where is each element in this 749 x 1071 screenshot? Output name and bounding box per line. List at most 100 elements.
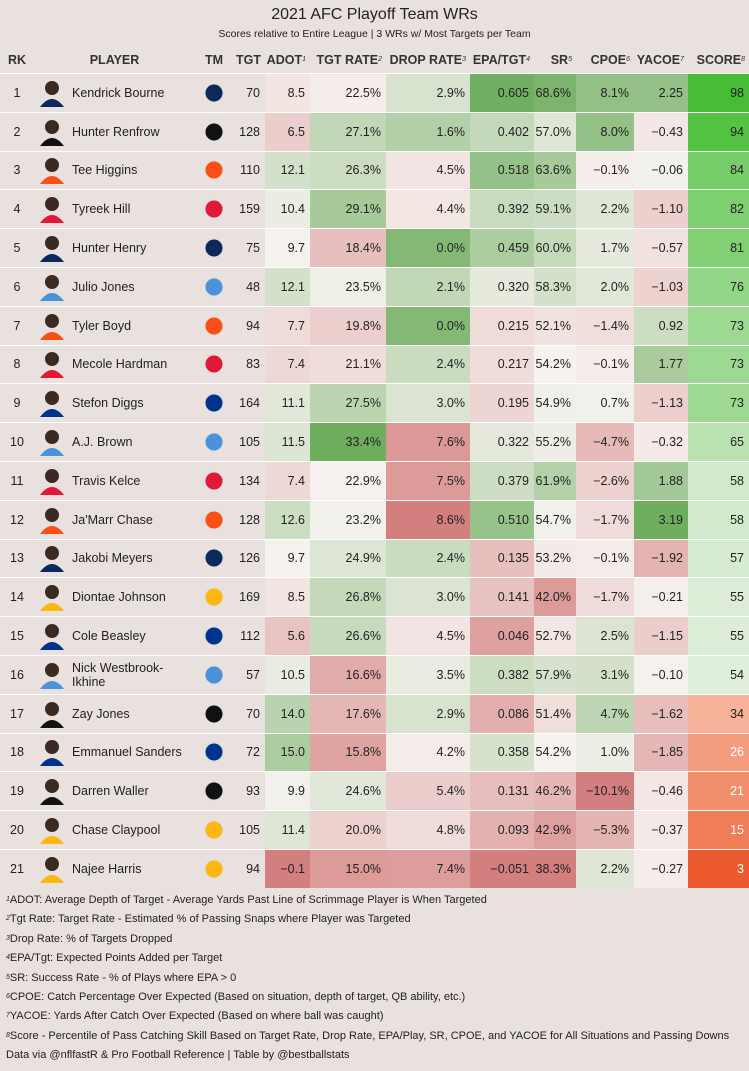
score-cell: 76: [688, 268, 749, 306]
column-header: PLAYER: [34, 48, 195, 72]
team-logo: [204, 354, 224, 374]
table-row: 4 Tyreek Hill 159 10.4 29.1% 4.4% 0.392 59.1% 2.…: [0, 189, 749, 229]
stat-cell: 54.7%: [534, 500, 576, 539]
footnote-text: ADOT: Average Depth of Target - Average …: [9, 894, 487, 906]
stat-cell: 53.2%: [534, 539, 576, 578]
team-cell: [195, 656, 233, 694]
stat-cell: 18.4%: [310, 229, 386, 267]
column-header: CPOE 6: [576, 48, 634, 72]
footnote-mark: 5: [568, 55, 572, 63]
team-cell: [195, 423, 233, 461]
stat-cell: 2.2%: [576, 850, 634, 888]
headshot-cell: [34, 462, 70, 500]
player-cell: Chase Claypool: [72, 823, 161, 838]
stat-cell: 15.0: [265, 733, 310, 772]
stat-cell: 0.131: [470, 772, 534, 811]
team-cell: [195, 346, 233, 384]
stat-cell: 24.6%: [310, 772, 386, 811]
column-label: TGT: [236, 53, 261, 67]
stat-cell: 7.6%: [386, 423, 470, 461]
column-label: TM: [204, 53, 224, 67]
headshot: [40, 662, 64, 689]
player-cell: Tee Higgins: [72, 163, 138, 178]
column-header: SR 5: [534, 48, 576, 72]
team-logo: [204, 665, 224, 685]
team-cell: [195, 734, 233, 772]
stat-cell: 17.6%: [310, 694, 386, 733]
rank-cell: 19: [10, 784, 24, 799]
footnote-mark: 4: [526, 55, 530, 63]
stat-cell: −1.62: [634, 694, 688, 733]
headshot: [40, 158, 64, 185]
headshot: [40, 701, 64, 728]
stat-cell: 2.4%: [386, 345, 470, 384]
headshot: [40, 391, 64, 418]
stat-cell: 2.9%: [386, 74, 470, 112]
table-row: 20 Chase Claypool 105 11.4 20.0% 4.8% 0.093 42.…: [0, 810, 749, 849]
player-cell: Travis Kelce: [72, 473, 141, 488]
stat-cell: −0.051: [470, 850, 534, 888]
headshot-cell: [34, 268, 70, 306]
player-cell: Hunter Henry: [72, 241, 147, 256]
player-cell: Mecole Hardman: [72, 357, 168, 372]
stat-cell: 4.5%: [386, 151, 470, 190]
team-logo: [204, 122, 224, 142]
rank-cell: 13: [10, 551, 24, 566]
stat-cell: 4.4%: [386, 190, 470, 229]
stat-cell: 94: [246, 318, 260, 333]
stat-cell: 4.2%: [386, 733, 470, 772]
stat-cell: 52.7%: [534, 617, 576, 655]
stat-cell: 0.046: [470, 617, 534, 655]
stat-cell: 4.5%: [386, 617, 470, 655]
stat-cell: 126: [239, 551, 260, 566]
stat-cell: −5.3%: [576, 811, 634, 849]
stat-cell: −0.43: [634, 112, 688, 151]
stat-cell: 8.1%: [576, 74, 634, 112]
player-cell: Tyler Boyd: [72, 318, 132, 333]
footnote-text: SR: Success Rate - % of Plays where EPA …: [9, 971, 237, 984]
player-cell: Nick Westbrook-Ikhine: [72, 660, 164, 689]
stat-cell: 0.0%: [386, 229, 470, 267]
stat-cell: 57: [246, 667, 260, 682]
footnote-mark: 6: [6, 993, 10, 1001]
table-row: 7 Tyler Boyd 94 7.7 19.8% 0.0% 0.215 52.1% −1.4%…: [0, 305, 749, 345]
table-row: 11 Travis Kelce 134 7.4 22.9% 7.5% 0.379 61.9% −…: [0, 461, 749, 500]
stat-cell: 128: [239, 124, 260, 139]
stat-cell: −1.7%: [576, 578, 634, 617]
stat-cell: 0.379: [470, 462, 534, 500]
credit: Data via @nflfastR & Pro Football Refere…: [6, 1049, 350, 1062]
stat-cell: 68.6%: [534, 74, 576, 112]
footnote-text: CPOE: Catch Percentage Over Expected (Ba…: [9, 991, 466, 1004]
stat-cell: −1.85: [634, 733, 688, 772]
rank-cell: 1: [13, 85, 21, 100]
footnote-mark: 4: [6, 954, 10, 962]
headshot-cell: [34, 734, 70, 772]
footnote-mark: 1: [302, 55, 306, 63]
player-cell: Najee Harris: [72, 861, 142, 876]
stat-cell: 57.9%: [534, 656, 576, 694]
team-cell: [195, 850, 233, 888]
headshot: [40, 740, 64, 767]
stat-cell: 110: [240, 163, 260, 178]
column-label: EPA/TGT: [472, 53, 527, 67]
rank-cell: 17: [10, 706, 24, 721]
headshot-cell: [34, 346, 70, 384]
stat-cell: 59.1%: [534, 190, 576, 229]
footnote-text: YACOE: Yards After Catch Over Expected (…: [9, 1010, 384, 1023]
team-logo: [204, 510, 224, 530]
team-logo: [204, 820, 224, 840]
stat-cell: 0.093: [470, 811, 534, 849]
score-cell: 82: [688, 190, 749, 229]
team-logo: [204, 432, 224, 452]
headshot: [40, 818, 64, 845]
team-logo: [204, 238, 224, 258]
stat-cell: 0.086: [470, 694, 534, 733]
stat-cell: 83: [246, 357, 260, 372]
table-row: 19 Darren Waller 93 9.9 24.6% 5.4% 0.131 46.2% −…: [0, 771, 749, 811]
stat-cell: 164: [239, 396, 260, 411]
column-label: SR: [550, 53, 569, 67]
stat-cell: 42.0%: [534, 578, 576, 617]
stat-cell: 7.7: [265, 306, 310, 345]
stat-cell: 0.402: [470, 112, 534, 151]
player-cell: Kendrick Bourne: [72, 85, 165, 100]
